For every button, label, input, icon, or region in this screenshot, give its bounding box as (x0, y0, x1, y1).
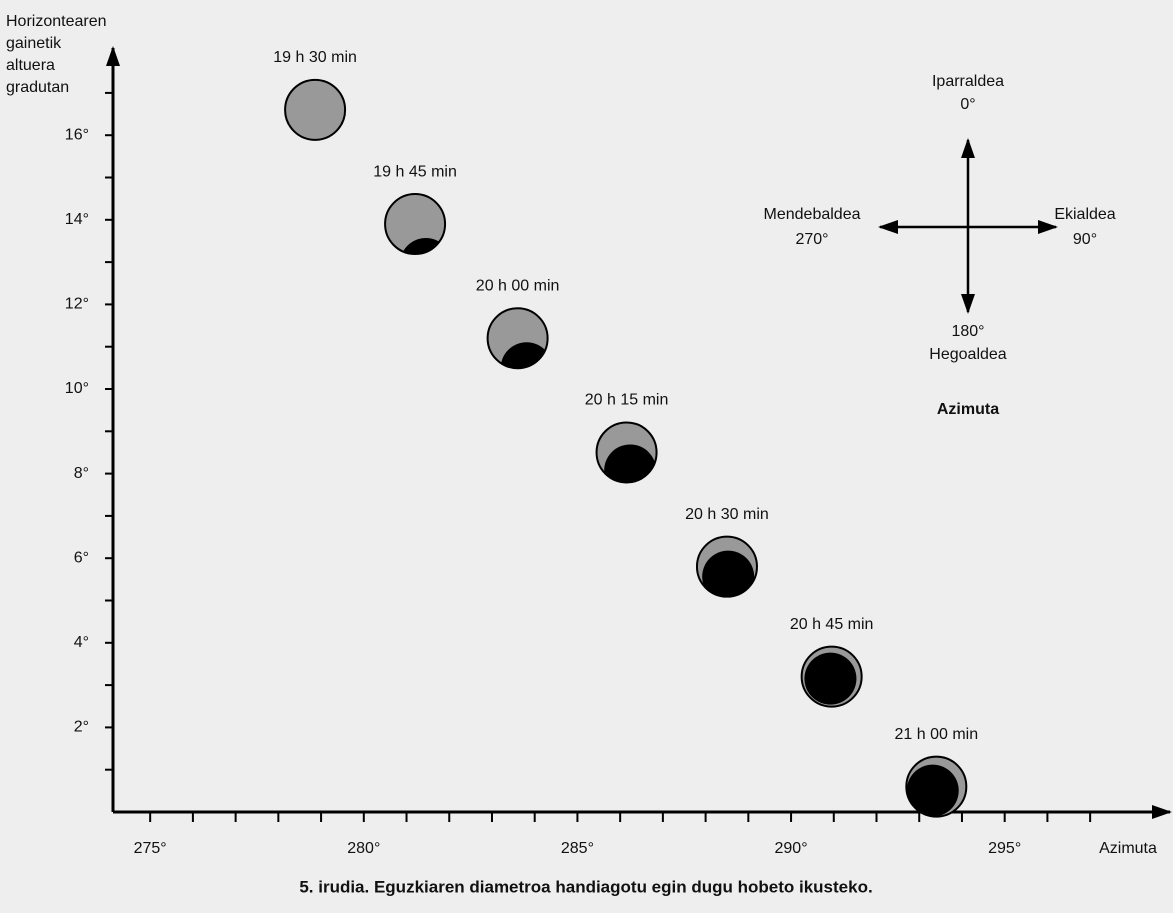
x-axis-label: Azimuta (1099, 840, 1157, 857)
y-tick-label: 16° (65, 126, 89, 143)
sun (285, 80, 345, 140)
y-tick-label: 14° (65, 211, 89, 228)
y-axis-label: Horizontearen (6, 13, 107, 30)
compass-label: Ekialdea (1054, 206, 1115, 223)
point-label: 21 h 00 min (895, 726, 979, 743)
x-tick-label: 275° (134, 840, 167, 857)
y-axis-label: gainetik (6, 35, 62, 52)
compass-label: 0° (960, 96, 975, 113)
y-axis-label: gradutan (6, 79, 69, 96)
compass-label: 180° (951, 323, 984, 340)
compass-label: 270° (795, 231, 828, 248)
y-tick-label: 10° (65, 380, 89, 397)
point-label: 20 h 30 min (685, 506, 769, 523)
y-tick-label: 2° (74, 719, 89, 736)
compass-label: Hegoaldea (929, 346, 1007, 363)
y-tick-label: 6° (74, 549, 89, 566)
moon-shadow (804, 653, 856, 705)
background (0, 0, 1173, 913)
x-tick-label: 280° (347, 840, 380, 857)
compass-label: 90° (1073, 231, 1097, 248)
point-label: 20 h 15 min (585, 392, 669, 409)
y-tick-label: 4° (74, 634, 89, 651)
x-tick-label: 290° (775, 840, 808, 857)
x-tick-label: 285° (561, 840, 594, 857)
y-tick-label: 8° (74, 465, 89, 482)
compass-label: Iparraldea (932, 73, 1004, 90)
x-tick-label: 295° (988, 840, 1021, 857)
compass-title: Azimuta (937, 401, 999, 418)
point-label: 19 h 45 min (373, 163, 457, 180)
point-label: 19 h 30 min (273, 49, 357, 66)
y-tick-label: 12° (65, 296, 89, 313)
point-label: 20 h 45 min (790, 616, 874, 633)
y-axis-label: altuera (6, 57, 55, 74)
caption: 5. irudia. Eguzkiaren diametroa handiago… (299, 877, 872, 896)
point-label: 20 h 00 min (476, 277, 560, 294)
chart: Horizontearen gainetik altuera gradutan … (0, 0, 1173, 913)
compass-label: Mendebaldea (764, 206, 861, 223)
